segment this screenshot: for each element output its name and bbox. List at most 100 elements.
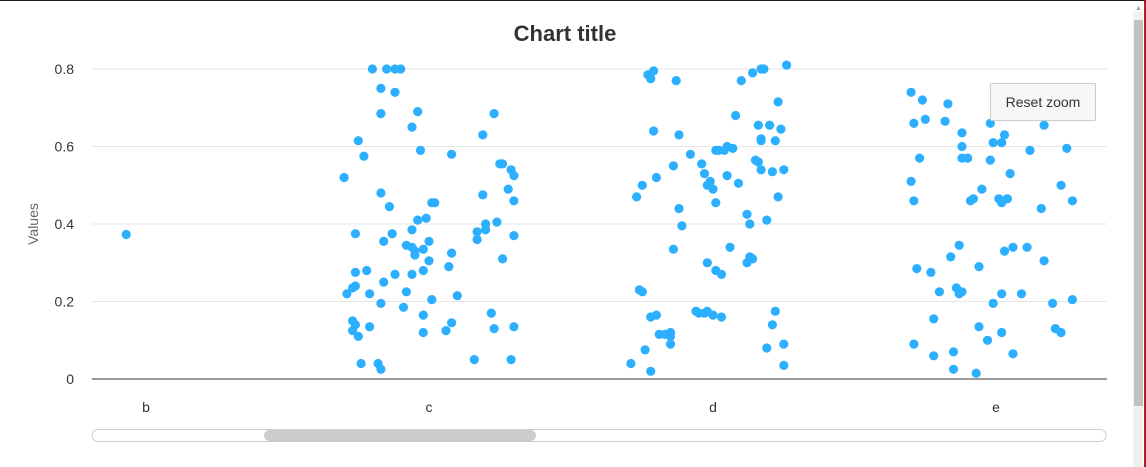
scatter-point[interactable] (731, 110, 741, 121)
scatter-point[interactable] (971, 368, 981, 378)
scatter-point[interactable] (649, 126, 659, 136)
scatter-point[interactable] (915, 153, 925, 163)
scatter-point[interactable] (946, 252, 956, 262)
scatter-point[interactable] (929, 314, 939, 324)
scatter-point[interactable] (742, 209, 752, 219)
scatter-point[interactable] (782, 60, 792, 70)
scatter-point[interactable] (649, 66, 659, 76)
scatter-point[interactable] (1008, 242, 1018, 252)
scatter-point[interactable] (748, 68, 758, 78)
scatter-point[interactable] (753, 120, 763, 130)
scatter-point[interactable] (940, 116, 950, 126)
scatter-point[interactable] (753, 157, 763, 167)
scatter-point[interactable] (716, 269, 727, 279)
scatter-point[interactable] (430, 198, 440, 208)
scatter-point[interactable] (677, 221, 687, 231)
scatter-point[interactable] (441, 326, 451, 336)
scatter-point[interactable] (637, 287, 647, 297)
scatter-point[interactable] (427, 295, 437, 305)
scatter-point[interactable] (452, 291, 462, 301)
scatter-point[interactable] (1025, 145, 1035, 155)
scatter-point[interactable] (745, 219, 755, 229)
scatter-point[interactable] (410, 250, 420, 260)
scatter-point[interactable] (418, 310, 428, 320)
scatter-point[interactable] (486, 308, 496, 318)
scatter-point[interactable] (725, 242, 735, 252)
scatter-point[interactable] (728, 143, 738, 153)
scatter-point[interactable] (779, 165, 789, 175)
scatter-point[interactable] (339, 172, 349, 183)
scatter-point[interactable] (632, 192, 642, 202)
scatter-point[interactable] (415, 145, 426, 155)
scatter-point[interactable] (705, 176, 715, 186)
scatter-point[interactable] (1039, 256, 1049, 266)
scatter-point[interactable] (954, 240, 964, 250)
scatter-point[interactable] (982, 335, 993, 345)
scatter-point[interactable] (988, 138, 998, 148)
scatter-point[interactable] (407, 269, 417, 279)
scatter-point[interactable] (478, 190, 488, 200)
scatter-point[interactable] (767, 167, 778, 177)
scatter-point[interactable] (418, 265, 428, 276)
scatter-point[interactable] (353, 136, 363, 146)
scatter-point[interactable] (943, 99, 953, 109)
scatter-point[interactable] (920, 114, 930, 124)
scatter-point[interactable] (469, 355, 479, 365)
scatter-point[interactable] (716, 312, 727, 322)
scatter-point[interactable] (934, 287, 945, 297)
scatter-point[interactable] (909, 196, 919, 206)
scatter-point[interactable] (413, 215, 423, 225)
scatter-point[interactable] (1067, 196, 1077, 206)
scatter-point[interactable] (957, 128, 967, 138)
scatter-point[interactable] (365, 289, 375, 299)
scatter-point[interactable] (1039, 120, 1049, 130)
scatter-point[interactable] (353, 331, 363, 341)
scatter-point[interactable] (382, 64, 392, 74)
scatter-point[interactable] (722, 171, 732, 181)
scatter-point[interactable] (963, 153, 973, 163)
scatter-point[interactable] (376, 298, 386, 308)
scatter-point[interactable] (401, 287, 411, 297)
scatter-point[interactable] (362, 265, 372, 276)
scatter-point[interactable] (1005, 169, 1015, 179)
scatter-point[interactable] (646, 74, 656, 84)
scatter-point[interactable] (697, 159, 707, 169)
scatter-point[interactable] (506, 355, 516, 365)
scatter-point[interactable] (999, 246, 1010, 256)
scatter-point[interactable] (503, 184, 513, 194)
scatter-point[interactable] (350, 320, 360, 330)
scatter-point[interactable] (396, 64, 406, 74)
scatter-point[interactable] (640, 345, 650, 355)
scatter-point[interactable] (674, 130, 684, 140)
scatter-point[interactable] (762, 343, 772, 353)
scatter-point[interactable] (702, 258, 712, 268)
scatter-point[interactable] (699, 169, 710, 179)
scatter-point[interactable] (376, 364, 386, 374)
scatter-point[interactable] (985, 155, 995, 165)
scatter-point[interactable] (376, 188, 386, 198)
scatter-point[interactable] (398, 302, 409, 312)
scatter-point[interactable] (365, 322, 375, 332)
scatter-point[interactable] (1036, 203, 1046, 214)
scatter-point[interactable] (489, 324, 499, 334)
scatter-point[interactable] (773, 192, 783, 202)
scatter-point[interactable] (779, 339, 789, 349)
scatter-point[interactable] (668, 244, 679, 254)
scatter-point[interactable] (492, 217, 502, 227)
scatter-point[interactable] (957, 141, 967, 152)
scatter-point[interactable] (498, 159, 508, 169)
scatter-point[interactable] (748, 254, 758, 264)
scatter-point[interactable] (637, 180, 647, 190)
scatter-point[interactable] (736, 76, 746, 86)
page-scrollbar-thumb[interactable] (1134, 20, 1143, 406)
scatter-point[interactable] (770, 136, 780, 146)
scatter-point[interactable] (413, 107, 423, 117)
scatter-point[interactable] (1022, 242, 1032, 252)
scatter-point[interactable] (626, 358, 636, 369)
scatter-point[interactable] (1056, 180, 1066, 190)
scatter-point[interactable] (379, 236, 389, 246)
scrollbar-thumb[interactable] (264, 430, 536, 441)
scatter-point[interactable] (1067, 295, 1077, 305)
scatter-point[interactable] (509, 231, 519, 241)
scatter-point[interactable] (379, 277, 389, 287)
